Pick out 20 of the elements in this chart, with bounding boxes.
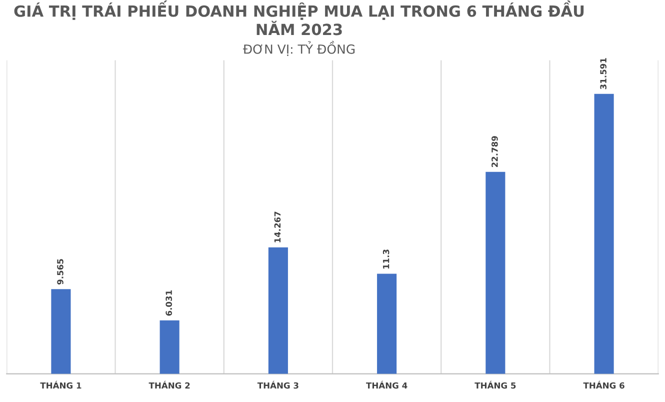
bar xyxy=(51,289,71,374)
chart-subtitle: ĐƠN VỊ: TỶ ĐỒNG xyxy=(242,40,355,56)
data-label: 31.591 xyxy=(600,58,606,90)
data-label: 9.565 xyxy=(57,259,64,284)
data-label: 11.3 xyxy=(382,250,390,269)
bar xyxy=(160,320,180,374)
data-label: 6.031 xyxy=(166,290,172,316)
x-tick-label: THÁNG 5 xyxy=(474,380,516,389)
data-label: 22.789 xyxy=(492,136,498,168)
x-tick-label: THÁNG 1 xyxy=(40,380,82,389)
data-label: 14.267 xyxy=(274,212,281,242)
bar xyxy=(594,94,614,374)
bar xyxy=(377,274,397,374)
x-tick-label: THÁNG 4 xyxy=(366,380,408,389)
x-tick-label: THÁNG 3 xyxy=(257,380,298,389)
x-tick-label: THÁNG 6 xyxy=(583,380,624,389)
chart-title: GIÁ TRỊ TRÁI PHIẾU DOANH NGHIỆP MUA LẠI TRONG 6 THÁNG ĐẦU NĂM 2023 xyxy=(14,0,584,36)
bar xyxy=(486,172,506,374)
x-tick-label: THÁNG 2 xyxy=(148,380,190,389)
bar xyxy=(268,247,288,374)
